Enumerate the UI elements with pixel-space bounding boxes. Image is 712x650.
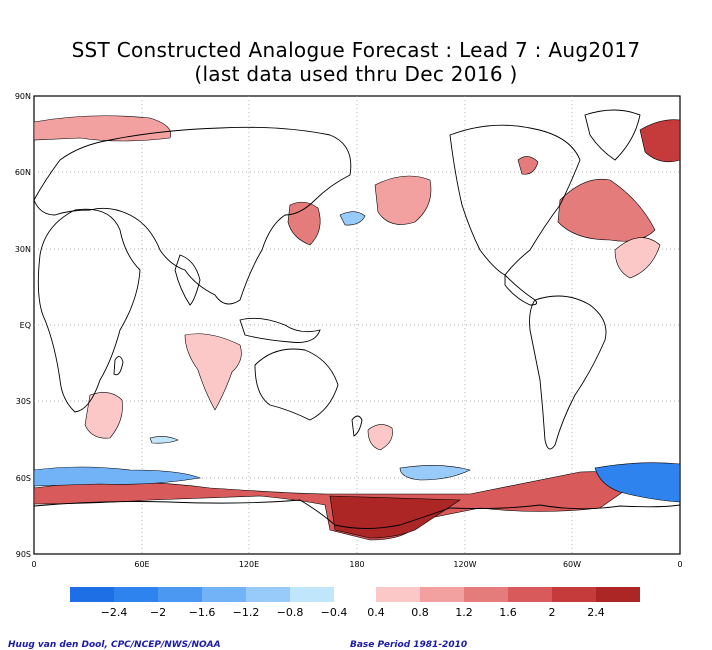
india-coastline (174, 254, 201, 306)
colorbar-label-neg-5: −0.4 (321, 606, 348, 619)
cool-anomaly-indian-south (149, 436, 179, 444)
credit-text: Huug van den Dool, CPC/NCEP/NWS/NOAA (8, 640, 221, 650)
lat-label-90s: 90S (16, 550, 31, 559)
colorbar-label-neg-2: −1.6 (189, 606, 216, 619)
colorbar: −2.4 −2 −1.6 −1.2 −0.8 −0.4 0.4 0.8 1.2 1.6 2 2.4 (70, 587, 640, 619)
gridlines (34, 96, 680, 554)
warm-anomaly-north-atlantic (557, 178, 656, 242)
australia-coastline (254, 348, 339, 421)
colorbar-label-pos-4: 2 (549, 606, 556, 619)
colorbar-swatch-neg-5 (290, 587, 334, 602)
colorbar-label-pos-0: 0.4 (367, 606, 385, 619)
colorbar-swatch-pos-3 (508, 587, 552, 602)
colorbar-swatch-pos-5 (596, 587, 640, 602)
lat-label-30n: 30N (15, 245, 31, 254)
antarctica-coastline (33, 499, 681, 529)
lon-label-120e: 120E (239, 560, 259, 569)
colorbar-label-pos-3: 1.6 (499, 606, 517, 619)
lon-label-60e: 60E (134, 560, 149, 569)
colorbar-label-neg-4: −0.8 (277, 606, 304, 619)
colorbar-swatch-neg-4 (246, 587, 290, 602)
colorbar-swatch-neg-3 (202, 587, 246, 602)
cool-anomaly-southern-ocean-west (33, 466, 202, 487)
colorbar-swatch-pos-1 (420, 587, 464, 602)
maritime-continent-coastline (239, 317, 321, 343)
warm-anomaly-tasman (367, 424, 393, 451)
colorbar-swatch-neg-0 (70, 587, 114, 602)
colorbar-swatch-neg-1 (114, 587, 158, 602)
new-zealand-coastline (351, 415, 363, 437)
lat-label-90n: 90N (15, 92, 31, 101)
colorbar-label-neg-0: −2.4 (101, 606, 128, 619)
lat-label-eq: EQ (20, 321, 31, 330)
lon-label-120w: 120W (453, 560, 476, 569)
coastlines (33, 109, 681, 529)
cool-anomaly-south-pacific (399, 465, 471, 481)
warm-anomalies (33, 115, 681, 541)
lon-label-180: 180 (349, 560, 364, 569)
latitude-labels: 90N 60N 30N EQ 30S 60S 90S (15, 92, 31, 559)
colorbar-label-pos-5: 2.4 (587, 606, 605, 619)
map-title-line1: SST Constructed Analogue Forecast : Lead… (71, 38, 641, 62)
map-title-line2: (last data used thru Dec 2016 ) (194, 62, 518, 86)
warm-anomaly-arctic-west (33, 115, 172, 142)
colorbar-label-neg-1: −2 (150, 606, 166, 619)
colorbar-swatch-pos-4 (552, 587, 596, 602)
lon-label-60w: 60W (563, 560, 581, 569)
longitude-labels: 0 60E 120E 180 120W 60W 0 (31, 560, 682, 569)
warm-anomaly-indian-ocean (184, 333, 242, 411)
colorbar-swatch-pos-2 (464, 587, 508, 602)
madagascar-coastline (113, 356, 124, 376)
lat-label-60s: 60S (16, 474, 31, 483)
greenland-coastline (584, 109, 641, 161)
warm-anomaly-north-pacific (374, 175, 432, 225)
cool-anomaly-southern-ocean-east (594, 462, 681, 503)
africa-coastline (37, 208, 141, 413)
base-period-text: Base Period 1981-2010 (350, 640, 468, 650)
colorbar-label-pos-1: 0.8 (411, 606, 429, 619)
warm-anomaly-south-atlantic-east (614, 237, 661, 279)
colorbar-swatch-pos-0 (376, 587, 420, 602)
warm-anomaly-south-africa (84, 392, 123, 439)
colorbar-label-pos-2: 1.2 (455, 606, 473, 619)
lat-label-60n: 60N (15, 168, 31, 177)
central-america-coastline (504, 273, 538, 306)
colorbar-swatch-neg-2 (158, 587, 202, 602)
cool-anomalies (33, 211, 681, 503)
warm-anomaly-arctic-east (639, 119, 681, 163)
lon-label-0-left: 0 (31, 560, 36, 569)
eurasia-coastline (33, 126, 352, 305)
north-america-coastline (449, 124, 581, 276)
cool-anomaly-north-pacific (339, 211, 366, 226)
lat-label-30s: 30S (16, 397, 31, 406)
south-america-coastline (529, 295, 607, 450)
lon-label-0-right: 0 (677, 560, 682, 569)
colorbar-label-neg-3: −1.2 (233, 606, 260, 619)
warm-anomaly-hudson (517, 156, 539, 175)
